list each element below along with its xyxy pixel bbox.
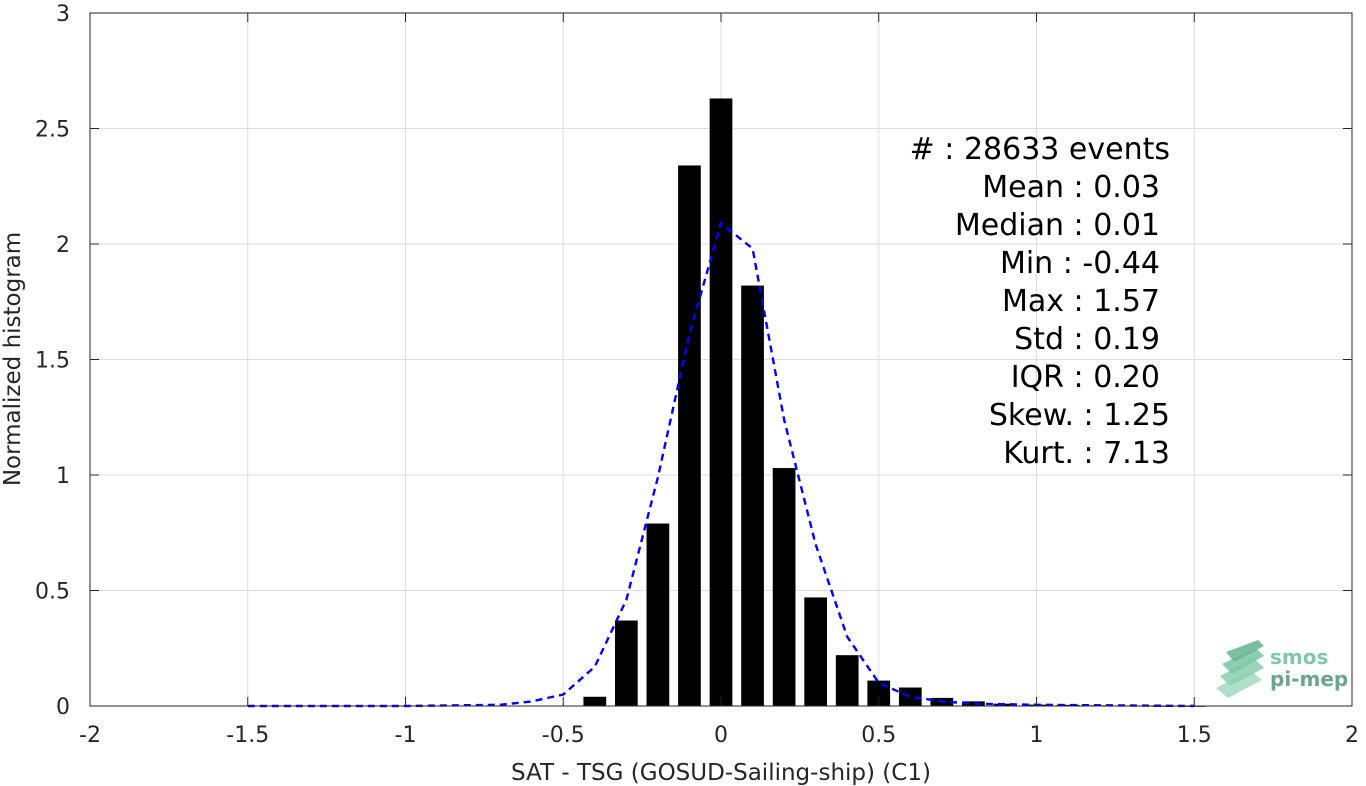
x-tick-label: 1.5 <box>1177 723 1212 748</box>
stats-line: Kurt. : 7.13 <box>1003 436 1170 471</box>
histogram-bar <box>867 680 891 706</box>
logo-text-line2: pi-mep <box>1270 667 1348 691</box>
y-tick-label: 2 <box>56 233 70 258</box>
fit-curve <box>247 221 1195 708</box>
x-tick-label: -1.5 <box>226 723 269 748</box>
histogram-bar <box>962 701 985 706</box>
y-tick-label: 0.5 <box>35 580 70 605</box>
smos-pimep-logo: smos pi-mep <box>1216 640 1348 698</box>
histogram-bars <box>583 98 1206 707</box>
histogram-bar <box>709 98 733 707</box>
logo-layers-icon <box>1216 640 1264 698</box>
stats-line: # : 28633 events <box>910 132 1170 167</box>
stats-line: Median : 0.01 <box>955 208 1160 243</box>
histogram-bar <box>835 655 859 706</box>
stats-line: Std : 0.19 <box>1014 322 1160 357</box>
y-tick-label: 2.5 <box>35 118 70 143</box>
x-tick-label: 1 <box>1030 723 1044 748</box>
histogram-bar <box>804 597 828 706</box>
x-tick-label: -1 <box>395 723 417 748</box>
y-tick-labels: 0 0.5 1 1.5 2 2.5 3 <box>35 2 70 720</box>
axis-ticks <box>89 12 1353 707</box>
x-tick-labels: -2 -1.5 -1 -0.5 0 0.5 1 1.5 2 <box>79 723 1359 748</box>
histogram-bar <box>678 165 701 706</box>
histogram-bar <box>614 620 638 706</box>
logo-text-line1: smos <box>1270 645 1328 669</box>
histogram-bar <box>993 703 1017 706</box>
y-tick-label: 0 <box>56 695 70 720</box>
x-tick-label: 0 <box>714 723 728 748</box>
stats-line: Mean : 0.03 <box>982 170 1160 205</box>
histogram-bar <box>1056 704 1080 706</box>
y-tick-label: 1.5 <box>35 349 70 374</box>
x-tick-label: 2 <box>1345 723 1359 748</box>
stats-line: IQR : 0.20 <box>1011 360 1160 395</box>
x-tick-label: -2 <box>79 723 101 748</box>
y-axis-label: Normalized histogram <box>0 232 26 486</box>
y-tick-label: 1 <box>56 464 70 489</box>
histogram-bar <box>741 285 764 706</box>
x-axis-label: SAT - TSG (GOSUD-Sailing-ship) (C1) <box>511 760 931 786</box>
stats-line: Max : 1.57 <box>1002 284 1160 319</box>
histogram-bar <box>646 523 670 706</box>
stats-line: Skew. : 1.25 <box>989 398 1170 433</box>
histogram-bar <box>898 687 922 706</box>
stats-line: Min : -0.44 <box>1000 246 1160 281</box>
histogram-bar <box>772 468 796 706</box>
x-tick-label: -0.5 <box>542 723 585 748</box>
y-tick-label: 3 <box>56 2 70 27</box>
x-tick-label: 0.5 <box>861 723 896 748</box>
histogram-bar <box>583 696 607 706</box>
